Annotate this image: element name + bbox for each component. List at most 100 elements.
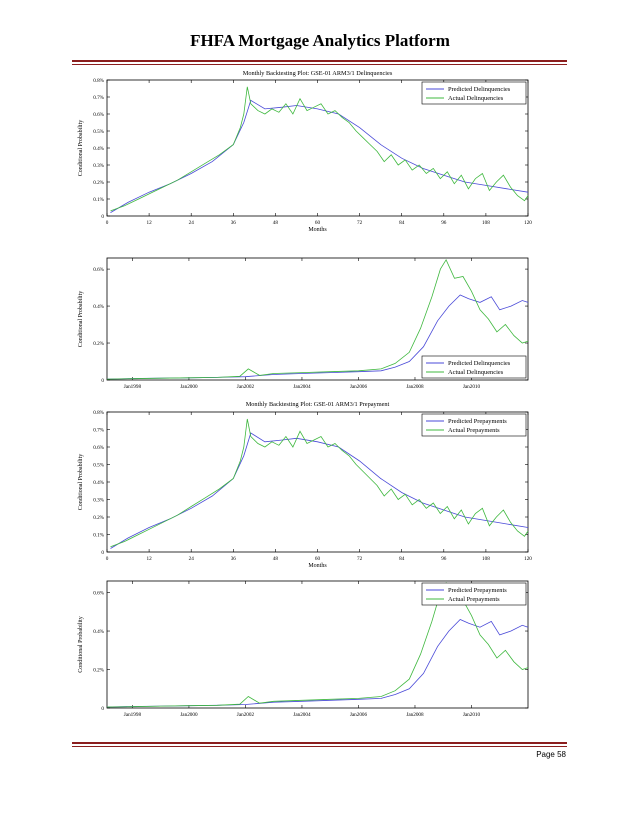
legend-box [421,413,527,437]
x-tick-label: 96 [441,556,447,562]
x-tick-label: 84 [399,220,405,226]
footer-rule-thin [72,746,567,747]
prepayment-dates-chart: 0 0.2% 0.4% 0.6% Jan1998 Jan2000 Jan2002 Jan200… [72,575,567,725]
legend-box [421,582,527,606]
x-tick-label: 12 [147,220,153,226]
y-tick-label: 0.5% [93,462,104,468]
x-tick-label: 48 [273,556,279,562]
delinquency-months-chart: Monthly Backtesting Plot: GSE-01 ARM3/1 … [72,68,567,238]
y-tick-label: 0.2% [93,341,104,347]
x-tick-label: 60 [315,220,321,226]
y-tick-label: 0.2% [93,667,104,673]
legend-label: Actual Prepayments [448,596,500,603]
x-tick-label: Jan2004 [293,384,311,390]
y-tick-label: 0.5% [93,129,104,135]
y-tick-label: 0.4% [93,629,104,635]
x-tick-label: 48 [273,220,279,226]
x-tick-label: 120 [524,556,532,562]
page-number: Page 58 [536,750,566,759]
y-tick-label: 0.7% [93,95,104,101]
y-tick-label: 0 [101,706,104,712]
legend-label: Actual Delinquencies [448,369,504,376]
series-line-actual [106,258,529,380]
x-tick-label: 36 [231,556,237,562]
y-tick-label: 0.8% [93,78,104,84]
y-tick-label: 0.2% [93,515,104,521]
y-tick-label: 0.3% [93,497,104,503]
legend-label: Predicted Prepayments [448,587,507,594]
x-tick-label: 36 [231,220,237,226]
legend-box [421,81,527,105]
y-axis-label: Conditional Probability [78,291,84,348]
x-tick-label: Jan1998 [124,712,142,718]
x-tick-label: 120 [524,220,532,226]
x-tick-label: 24 [189,556,195,562]
x-tick-label: 12 [147,556,153,562]
series-line-actual [110,418,529,548]
x-tick-label: 72 [357,220,363,226]
legend-box [421,355,527,379]
x-tick-label: Jan2002 [237,712,255,718]
prepayment-dates-plot: 0 0.2% 0.4% 0.6% Jan1998 Jan2000 Jan2002 Jan200… [78,580,529,718]
y-tick-label: 0.4% [93,304,104,310]
x-tick-label: 0 [106,220,109,226]
legend-label: Actual Prepayments [448,427,500,434]
x-tick-label: Jan2002 [237,384,255,390]
x-tick-label: Jan2010 [463,712,481,718]
legend-label: Predicted Delinquencies [448,360,511,367]
series-line-actual [106,582,529,708]
x-tick-label: Jan2008 [406,712,424,718]
delinquency-dates-chart: 0 0.2% 0.4% 0.6% Jan1998 Jan2000 Jan2002 Jan200… [72,250,567,400]
y-tick-label: 0.4% [93,146,104,152]
y-tick-label: 0 [101,550,104,556]
footer-rule [72,742,567,744]
delinquency-dates-plot: 0 0.2% 0.4% 0.6% Jan1998 Jan2000 Jan2002 Jan200… [78,257,529,390]
y-tick-label: 0 [101,378,104,384]
x-tick-label: Jan2010 [463,384,481,390]
x-tick-label: 0 [106,556,109,562]
x-tick-label: 108 [482,220,490,226]
y-tick-label: 0.4% [93,480,104,486]
delinquency-months-plot: Monthly Backtesting Plot: GSE-01 ARM3/1 … [78,70,532,233]
y-tick-label: 0.7% [93,427,104,433]
y-tick-label: 0.6% [93,445,104,451]
x-tick-label: Jan2006 [350,384,368,390]
y-tick-label: 0.3% [93,163,104,169]
x-tick-label: 24 [189,220,195,226]
x-tick-label: Jan2004 [293,712,311,718]
header-rule [72,60,567,62]
x-tick-label: Jan1998 [124,384,142,390]
x-tick-label: Jan2000 [180,712,198,718]
y-axis-label: Conditional Probability [78,454,84,511]
x-axis-label: Months [308,563,327,569]
legend-label: Predicted Prepayments [448,418,507,425]
prepayment-months-plot: Monthly Backtesting Plot: GSE-01 ARM3/1 … [78,401,532,569]
y-tick-label: 0.1% [93,197,104,203]
header-rule-thin [72,64,567,65]
legend-label: Actual Delinquencies [448,95,504,102]
legend-label: Predicted Delinquencies [448,86,511,93]
prepayment-months-chart: Monthly Backtesting Plot: GSE-01 ARM3/1 … [72,396,567,571]
y-tick-label: 0.6% [93,112,104,118]
x-tick-label: 72 [357,556,363,562]
chart-title: Monthly Backtesting Plot: GSE-01 ARM3/1 … [243,70,393,77]
x-tick-label: 84 [399,556,405,562]
x-tick-label: 108 [482,556,490,562]
chart-title: Monthly Backtesting Plot: GSE-01 ARM3/1 … [246,401,390,408]
x-tick-label: Jan2008 [406,384,424,390]
y-axis-label: Conditional Probability [78,616,84,673]
x-tick-label: 60 [315,556,321,562]
y-tick-label: 0.6% [93,267,104,273]
y-tick-label: 0.8% [93,410,104,416]
x-axis-label: Months [308,227,327,233]
x-tick-label: Jan2000 [180,384,198,390]
document-title: FHFA Mortgage Analytics Platform [190,31,450,50]
x-tick-label: Jan2006 [350,712,368,718]
x-tick-label: 96 [441,220,447,226]
y-tick-label: 0.1% [93,532,104,538]
y-axis-label: Conditional Probability [78,120,84,177]
y-tick-label: 0.2% [93,180,104,186]
series-line-actual [110,86,529,212]
y-tick-label: 0.6% [93,590,104,596]
y-tick-label: 0 [101,214,104,220]
